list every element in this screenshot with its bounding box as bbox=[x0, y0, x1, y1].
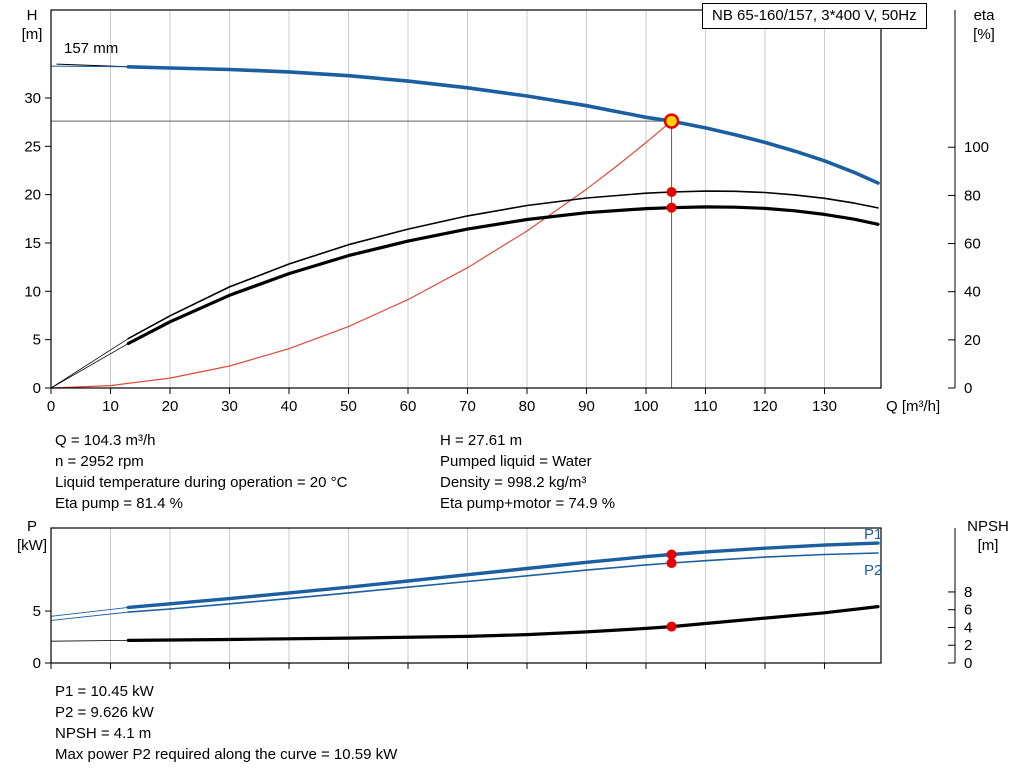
npsh-marker bbox=[666, 621, 677, 632]
y-right-tick-label: 4 bbox=[964, 619, 972, 636]
y-right-tick-label: 80 bbox=[964, 187, 981, 204]
x-tick-label: 90 bbox=[578, 398, 595, 415]
info-line-p1: P1 = 10.45 kW bbox=[55, 683, 154, 700]
curve-head bbox=[126, 65, 880, 185]
y-right-axis-title: eta bbox=[974, 7, 996, 24]
x-tick-label: 10 bbox=[102, 398, 119, 415]
plot-frame bbox=[50, 527, 882, 664]
curve-eta-pump bbox=[127, 190, 879, 340]
x-tick-label: 0 bbox=[47, 398, 55, 415]
y-right-tick-label: 2 bbox=[964, 637, 972, 654]
head-capacity-chart: 0 10 20 30 40 50 60 70 80 90 100 110 120 130 Q [m³/h]0… bbox=[22, 7, 996, 415]
x-tick-label: 70 bbox=[459, 398, 476, 415]
y-right-tick-label: 100 bbox=[964, 139, 989, 156]
curve-npsh bbox=[126, 604, 880, 643]
info-line-eta-pump-motor: Eta pump+motor = 74.9 % bbox=[440, 495, 616, 512]
x-tick-label: 50 bbox=[340, 398, 357, 415]
info-line-speed: n = 2952 rpm bbox=[55, 453, 144, 470]
info-line-liquid-temp: Liquid temperature during operation = 20… bbox=[55, 474, 348, 491]
x-tick-label: 100 bbox=[633, 398, 658, 415]
duty-point-marker bbox=[663, 113, 680, 129]
y-left-tick-label: 10 bbox=[24, 283, 41, 300]
curve-eta-pump-lead bbox=[50, 338, 129, 389]
y-left-axis-title: [kW] bbox=[17, 537, 47, 554]
y-right-tick-label: 6 bbox=[964, 602, 972, 619]
info-line-density: Density = 998.2 kg/m³ bbox=[440, 474, 587, 491]
curve-system-curve bbox=[50, 120, 673, 389]
info-line-eta-pump: Eta pump = 81.4 % bbox=[55, 495, 183, 512]
pump-model-label: NB 65-160/157, 3*400 V, 50Hz bbox=[712, 7, 917, 24]
y-right-tick-label: 40 bbox=[964, 284, 981, 301]
x-tick-label: 30 bbox=[221, 398, 238, 415]
eta-pump-marker bbox=[666, 187, 677, 198]
y-right-axis-title: [m] bbox=[978, 537, 999, 554]
y-right-axis-title: [%] bbox=[973, 26, 995, 43]
curve-npsh-lead bbox=[50, 640, 129, 642]
info-line-h: H = 27.61 m bbox=[440, 432, 523, 449]
x-tick-label: 80 bbox=[519, 398, 536, 415]
y-left-axis-title: [m] bbox=[22, 26, 43, 43]
info-line-p2: P2 = 9.626 kW bbox=[55, 704, 154, 721]
curve-label-P1: P1 bbox=[864, 526, 882, 543]
y-right-tick-label: 60 bbox=[964, 236, 981, 253]
curve-p2-lead bbox=[50, 611, 129, 621]
info-line-pumped-liquid: Pumped liquid = Water bbox=[440, 453, 592, 470]
curve-eta-pump-motor-lead bbox=[50, 343, 129, 389]
curve-eta-pump-motor bbox=[126, 205, 880, 346]
y-left-tick-label: 20 bbox=[24, 187, 41, 204]
y-right-tick-label: 0 bbox=[964, 380, 972, 397]
x-tick-label: 110 bbox=[694, 398, 718, 415]
p1-marker bbox=[666, 549, 677, 560]
x-tick-label: 40 bbox=[281, 398, 298, 415]
y-left-tick-label: 0 bbox=[33, 655, 41, 672]
info-line-npsh: NPSH = 4.1 m bbox=[55, 725, 152, 742]
curve-p1 bbox=[126, 541, 880, 610]
y-right-axis-title: NPSH bbox=[967, 518, 1009, 535]
y-right-tick-label: 20 bbox=[964, 332, 981, 349]
y-left-tick-label: 0 bbox=[33, 380, 41, 397]
curve-p2 bbox=[127, 552, 879, 613]
x-axis-title: Q [m³/h] bbox=[886, 398, 940, 415]
curve-label-P2: P2 bbox=[864, 562, 882, 579]
p2-marker bbox=[666, 558, 677, 569]
y-left-tick-label: 5 bbox=[33, 332, 41, 349]
impeller-diameter-label: 157 mm bbox=[64, 40, 119, 57]
x-tick-label: 60 bbox=[400, 398, 417, 415]
y-right-tick-label: 0 bbox=[964, 655, 972, 672]
y-left-tick-label: 25 bbox=[24, 138, 41, 155]
x-tick-label: 130 bbox=[812, 398, 837, 415]
y-left-axis-title: P bbox=[27, 518, 37, 535]
x-tick-label: 120 bbox=[752, 398, 777, 415]
pump-model-title-box: NB 65-160/157, 3*400 V, 50Hz bbox=[702, 3, 927, 29]
y-left-tick-label: 5 bbox=[33, 603, 41, 620]
y-right-tick-label: 8 bbox=[964, 584, 972, 601]
y-left-tick-label: 30 bbox=[24, 90, 41, 107]
y-left-axis-title: H bbox=[27, 7, 38, 24]
curve-head-lead bbox=[50, 65, 129, 68]
y-left-tick-label: 15 bbox=[24, 235, 41, 252]
duty-info-right-column: H = 27.61 m Pumped liquid = Water Densit… bbox=[440, 430, 615, 514]
x-tick-label: 20 bbox=[162, 398, 179, 415]
plot-frame bbox=[50, 9, 882, 389]
power-info-column: P1 = 10.45 kW P2 = 9.626 kW NPSH = 4.1 m… bbox=[55, 681, 397, 765]
curve-p1-lead bbox=[50, 606, 129, 617]
info-line-max-power: Max power P2 required along the curve = … bbox=[55, 746, 398, 763]
duty-info-left-column: Q = 104.3 m³/h n = 2952 rpm Liquid tempe… bbox=[55, 430, 347, 514]
eta-pump-motor-marker bbox=[666, 202, 677, 213]
info-line-q: Q = 104.3 m³/h bbox=[55, 432, 156, 449]
